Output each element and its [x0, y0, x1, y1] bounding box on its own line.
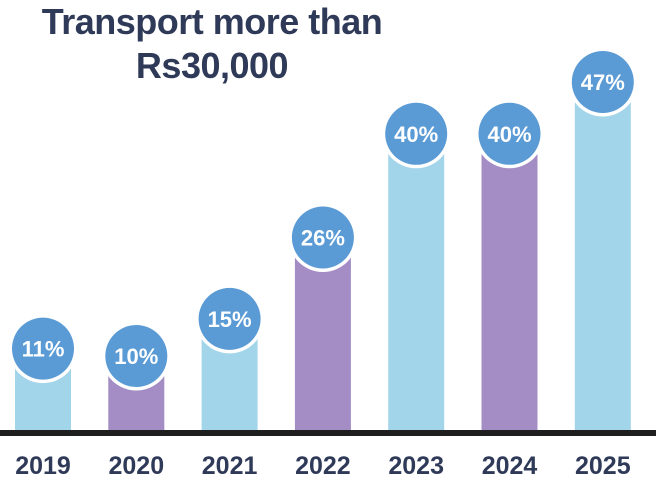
x-tick-label: 2025 [575, 452, 631, 477]
bar-group: 47% [568, 47, 638, 430]
data-label: 47% [581, 70, 625, 95]
x-tick-label: 2024 [482, 452, 538, 477]
bar-group: 26% [288, 203, 358, 430]
value-label-circle [571, 51, 634, 113]
chart-title: Transport more than Rs30,000 [0, 0, 424, 88]
bar-group: 10% [101, 321, 171, 430]
x-tick-label: 2019 [15, 452, 71, 477]
bar-group: 11% [8, 314, 78, 430]
x-tick-label: 2023 [388, 452, 444, 477]
x-tick-label: 2022 [295, 452, 351, 477]
chart-title-line-2: Rs30,000 [135, 45, 289, 86]
value-label-circle [478, 102, 541, 165]
bar-group: 15% [195, 284, 265, 430]
value-label-circle [385, 102, 448, 165]
bar [481, 133, 538, 431]
data-label: 11% [22, 337, 65, 362]
x-tick-label: 2020 [108, 452, 164, 477]
x-tick-label: 2021 [202, 452, 258, 477]
bar-group: 40% [475, 99, 544, 431]
x-axis-baseline [0, 430, 656, 436]
data-label: 40% [394, 122, 438, 147]
data-label: 40% [487, 122, 531, 147]
data-label: 10% [114, 344, 158, 369]
chart-title-line-1: Transport more than [41, 1, 383, 42]
value-label-circle [198, 287, 261, 350]
value-label-circle [105, 325, 168, 387]
data-label: 26% [301, 226, 345, 251]
bar [574, 82, 631, 430]
value-label-circle [291, 206, 354, 269]
data-label: 15% [208, 307, 252, 332]
bar-group: 40% [381, 99, 451, 431]
bar [388, 133, 445, 431]
value-label-circle [12, 317, 74, 380]
